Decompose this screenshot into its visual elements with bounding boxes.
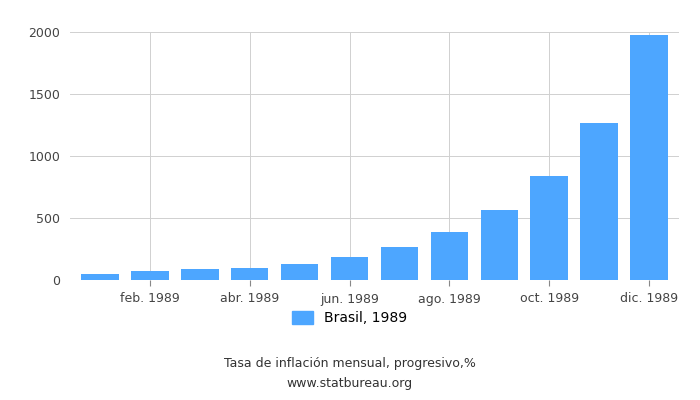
Bar	[231, 268, 268, 280]
Text: Tasa de inflación mensual, progresivo,%: Tasa de inflación mensual, progresivo,%	[224, 358, 476, 370]
Bar	[331, 257, 368, 280]
Bar	[281, 264, 318, 280]
Bar	[531, 176, 568, 280]
Text: www.statbureau.org: www.statbureau.org	[287, 378, 413, 390]
Bar	[381, 246, 418, 280]
Bar	[580, 122, 618, 280]
Bar	[481, 210, 518, 280]
Legend: Brasil, 1989: Brasil, 1989	[293, 311, 407, 325]
Bar	[181, 270, 218, 280]
Bar	[430, 232, 468, 280]
Bar	[131, 271, 169, 280]
Bar	[630, 35, 668, 280]
Bar	[81, 274, 119, 280]
